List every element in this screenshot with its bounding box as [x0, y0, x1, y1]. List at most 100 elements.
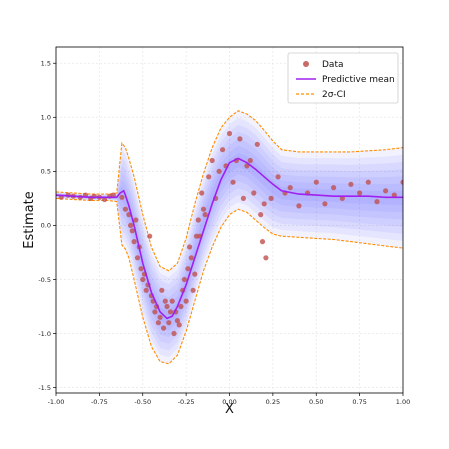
data-point — [131, 239, 137, 245]
data-point — [226, 130, 233, 137]
y-tick-label: 1.5 — [41, 60, 51, 68]
data-point — [174, 318, 180, 324]
legend-mean-label: Predictive mean — [322, 75, 395, 85]
x-tick-label: 0.00 — [222, 398, 236, 406]
data-point — [119, 194, 125, 200]
data-point — [157, 314, 163, 320]
ci-lower-line — [56, 197, 403, 365]
x-tick-label: 0.25 — [266, 398, 280, 406]
data-point — [209, 157, 215, 164]
y-tick-label: -1.5 — [38, 384, 51, 392]
data-point — [322, 201, 328, 207]
data-point — [365, 179, 371, 185]
ci-upper-line — [56, 110, 403, 272]
ci-lines — [56, 110, 403, 365]
data-point — [247, 157, 253, 164]
band-layer — [56, 138, 403, 338]
data-point — [169, 298, 175, 304]
data-point — [296, 203, 302, 209]
legend-data-marker — [303, 61, 309, 67]
data-point — [275, 174, 281, 180]
data-point — [254, 141, 260, 147]
y-tick-label: 0.5 — [41, 168, 51, 176]
data-point — [206, 174, 212, 180]
data-point — [164, 303, 170, 310]
data-point — [110, 192, 116, 198]
y-tick-label: -0.5 — [38, 276, 51, 284]
data-point — [178, 303, 184, 310]
data-point — [383, 188, 389, 194]
data-point — [122, 206, 128, 212]
y-tick-label: 0.0 — [41, 222, 51, 230]
x-tick-label: 1.00 — [396, 398, 410, 406]
band-layer — [56, 131, 403, 344]
data-point — [176, 322, 182, 328]
x-tick-label: -1.00 — [48, 398, 65, 406]
data-point — [140, 276, 146, 283]
legend: Data Predictive mean 2σ-CI — [287, 52, 399, 104]
data-point — [391, 192, 397, 198]
data-point — [400, 179, 403, 185]
data-point — [166, 320, 172, 326]
data-point — [185, 266, 191, 272]
x-tick-label: -0.25 — [178, 398, 195, 406]
mean-line — [56, 157, 403, 320]
band-layer — [56, 145, 403, 331]
data-point — [202, 212, 208, 218]
data-point — [261, 201, 267, 207]
data-point — [251, 190, 257, 196]
x-axis-label: X — [225, 402, 234, 417]
x-tick-label: -0.50 — [134, 398, 151, 406]
uncertainty-band — [56, 110, 403, 364]
data-point — [220, 147, 226, 153]
data-point — [143, 287, 149, 293]
data-point — [183, 298, 189, 304]
data-point — [133, 217, 139, 223]
data-point — [187, 244, 193, 250]
data-point — [339, 195, 345, 201]
data-point — [155, 320, 161, 326]
data-point — [129, 228, 135, 234]
data-point — [147, 233, 153, 239]
data-point — [152, 309, 158, 315]
legend-box — [287, 52, 399, 104]
data-point — [200, 206, 207, 212]
data-point — [230, 179, 236, 185]
data-point — [263, 255, 269, 261]
data-point — [199, 190, 205, 196]
grid-lines — [55, 47, 404, 393]
data-point — [161, 325, 167, 331]
x-tick-label: 0.50 — [309, 398, 323, 406]
data-point — [259, 239, 266, 245]
data-point — [167, 309, 174, 315]
x-axis-ticks: -1.00 -0.75 -0.50 -0.25 0.00 0.25 0.50 0.75 1.00 — [48, 393, 410, 406]
data-point — [357, 190, 363, 196]
data-point — [102, 196, 108, 203]
data-point — [159, 287, 165, 293]
data-point — [216, 168, 222, 174]
data-point — [313, 179, 319, 185]
data-point — [181, 276, 187, 283]
data-point — [331, 185, 337, 191]
legend-data-label: Data — [322, 60, 344, 70]
x-tick-label: 0.75 — [352, 398, 366, 406]
data-point — [287, 185, 293, 191]
data-point — [348, 181, 354, 187]
x-tick-label: -0.75 — [91, 398, 108, 406]
data-point — [240, 195, 246, 201]
y-axis-ticks: 1.5 1.0 0.5 0.0 -0.5 -1.0 -1.5 — [38, 60, 56, 392]
data-point — [162, 298, 168, 304]
data-point — [188, 255, 194, 261]
data-point — [268, 195, 274, 201]
y-tick-label: 1.0 — [41, 114, 51, 122]
data-point — [128, 222, 134, 228]
data-points — [58, 130, 403, 337]
data-point — [195, 217, 201, 223]
data-point — [258, 212, 264, 218]
y-axis-label: Estimate — [22, 191, 37, 248]
y-tick-label: -1.0 — [38, 330, 51, 338]
data-point — [138, 266, 144, 272]
band-layer — [56, 117, 403, 358]
data-point — [374, 199, 380, 205]
